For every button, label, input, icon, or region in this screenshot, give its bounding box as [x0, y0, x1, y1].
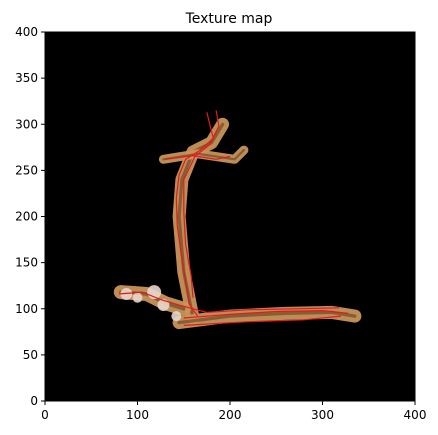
red-trace-1 — [183, 310, 349, 319]
y-tick-label-7: 350 — [15, 71, 38, 85]
y-tick-label-1: 50 — [23, 348, 38, 362]
y-axis: 0 50 100 150 200 250 300 350 400 — [15, 25, 45, 408]
y-tick-label-3: 150 — [15, 256, 38, 270]
red-trace-3 — [118, 291, 340, 313]
plot-area — [44, 31, 416, 402]
texture-patch-3 — [157, 299, 170, 312]
red-trace-4 — [183, 315, 342, 326]
y-tick-label-8: 400 — [15, 25, 38, 39]
x-tick-label-1: 100 — [126, 408, 149, 422]
texture-core-horizontal-band — [177, 310, 357, 325]
y-tick-label-2: 100 — [15, 302, 38, 316]
texture-patch-4 — [171, 311, 182, 322]
red-trace-2 — [165, 155, 231, 160]
y-tick-label-6: 300 — [15, 117, 38, 131]
x-tick-label-4: 400 — [404, 408, 427, 422]
texture-patch-1 — [132, 292, 143, 303]
red-trace-0 — [175, 112, 214, 317]
y-tick-label-0: 0 — [30, 394, 38, 408]
y-tick-label-4: 200 — [15, 210, 38, 224]
x-tick-label-2: 200 — [219, 408, 242, 422]
texture-core-top-branch — [162, 148, 246, 161]
y-tick-label-5: 250 — [15, 163, 38, 177]
x-axis: 0 100 200 300 400 — [41, 401, 426, 422]
image-background — [45, 32, 415, 401]
x-tick-label-0: 0 — [41, 408, 49, 422]
x-tick-label-3: 300 — [311, 408, 334, 422]
chart-title: Texture map — [185, 11, 273, 27]
red-trace-5 — [183, 110, 220, 298]
